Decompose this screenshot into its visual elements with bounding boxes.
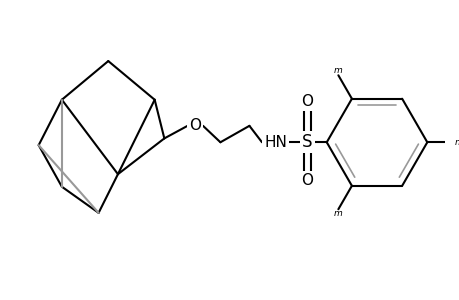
- Text: O: O: [301, 94, 313, 109]
- Text: m: m: [453, 138, 459, 147]
- Text: O: O: [189, 118, 201, 133]
- Text: m: m: [333, 209, 342, 218]
- Text: HN: HN: [263, 135, 286, 150]
- Text: O: O: [301, 173, 313, 188]
- Text: S: S: [302, 133, 312, 151]
- Text: m: m: [333, 66, 342, 75]
